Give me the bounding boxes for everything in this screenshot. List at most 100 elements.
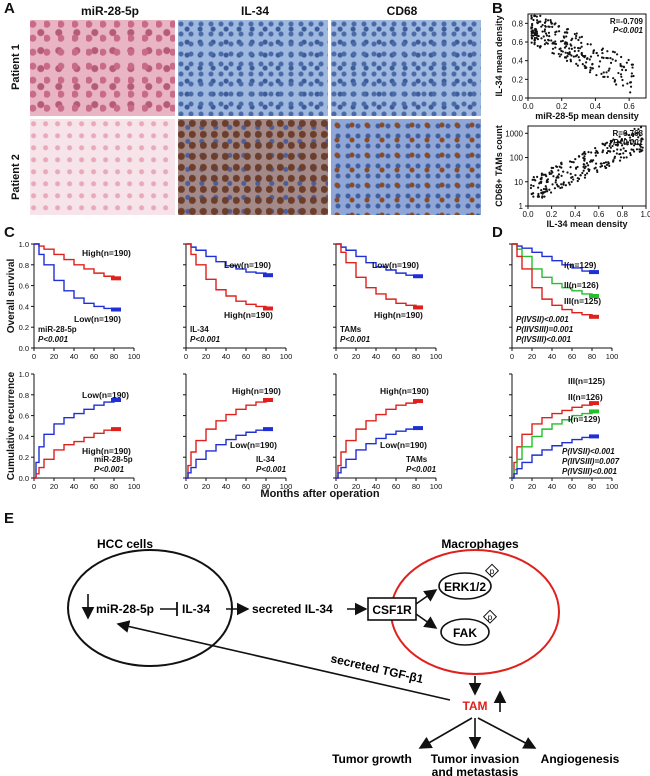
x-axis-label: Months after operation — [260, 488, 380, 500]
erk-label: ERK1/2 — [444, 580, 486, 594]
data-point — [578, 36, 581, 39]
x-tick-label: 0.4 — [570, 210, 582, 219]
data-point — [577, 155, 581, 158]
data-point — [589, 69, 592, 72]
x-tick-label: 0.0 — [522, 210, 534, 219]
y-tick-label: 10 — [514, 178, 523, 187]
data-point — [635, 132, 638, 135]
x-tick-label: 80 — [412, 482, 420, 491]
series-line — [512, 402, 597, 479]
data-point — [533, 36, 536, 40]
x-axis-label: IL-34 mean density — [546, 219, 627, 229]
correlation-label: R=0.768 — [613, 129, 644, 138]
y-tick-label: 0.4 — [512, 57, 524, 66]
data-point — [580, 51, 583, 55]
data-point — [594, 162, 598, 165]
data-point — [623, 142, 626, 145]
data-point — [603, 144, 606, 147]
data-point — [573, 49, 576, 53]
data-point — [630, 72, 634, 75]
y-tick-label: 0.6 — [19, 412, 29, 421]
data-point — [551, 47, 555, 50]
data-point — [532, 195, 535, 198]
data-point — [611, 144, 614, 148]
y-axis-label-recurrence: Cumulative recurrence — [6, 371, 17, 480]
x-tick-label: 60 — [90, 482, 98, 491]
data-point — [606, 146, 609, 150]
stat-label: P<0.001 — [190, 335, 221, 344]
series-label: I(n=129) — [568, 414, 601, 424]
data-point — [577, 49, 580, 52]
x-tick-label: 60 — [568, 482, 576, 491]
data-point — [540, 188, 543, 192]
data-point — [536, 19, 539, 22]
data-point — [548, 171, 551, 174]
series-label: High(n=190) — [232, 386, 281, 396]
data-point — [626, 141, 630, 144]
histology-image — [30, 119, 175, 215]
data-point — [589, 66, 592, 69]
data-point — [558, 55, 561, 58]
data-point — [560, 161, 563, 164]
x-tick-label: 0.6 — [593, 210, 605, 219]
series-label: III(n=125) — [564, 296, 601, 306]
series-label: II(n=126) — [564, 280, 599, 290]
data-point — [638, 144, 642, 147]
phospho-erk-label: p — [490, 567, 495, 576]
data-point — [580, 45, 583, 48]
data-point — [554, 40, 557, 43]
censor-mark — [111, 398, 121, 402]
data-point — [558, 30, 561, 33]
panel-label-a: A — [4, 0, 15, 17]
outcome-angiogenesis: Angiogenesis — [541, 752, 620, 766]
tgf-label: secreted TGF-β1 — [329, 651, 425, 686]
data-point — [543, 43, 546, 46]
series-line — [512, 435, 597, 479]
data-point — [584, 152, 587, 155]
censor-mark — [263, 306, 273, 311]
data-point — [544, 32, 548, 35]
data-point — [585, 162, 589, 165]
x-tick-label: 0 — [32, 482, 36, 491]
data-point — [629, 139, 632, 142]
outcome-tumor-growth: Tumor growth — [332, 752, 412, 766]
data-point — [612, 150, 615, 153]
data-point — [569, 166, 572, 169]
x-tick-label: 40 — [70, 482, 78, 491]
data-point — [570, 47, 573, 50]
data-point — [583, 167, 586, 170]
data-point — [578, 59, 581, 62]
arrow-to-angiogenesis — [477, 717, 537, 749]
series-label: Low(n=190) — [224, 260, 271, 270]
data-point — [602, 71, 605, 74]
data-point — [612, 138, 615, 141]
x-tick-label: 20 — [50, 482, 58, 491]
data-point — [561, 50, 564, 53]
data-point — [543, 30, 546, 33]
data-point — [627, 58, 630, 62]
data-point — [619, 141, 622, 144]
data-point — [612, 77, 615, 80]
data-point — [595, 169, 599, 172]
stat-label: P<0.001 — [256, 465, 287, 474]
x-tick-label: 0 — [184, 352, 188, 361]
data-point — [541, 30, 544, 33]
y-tick-label: 100 — [510, 154, 524, 163]
data-point — [581, 153, 584, 156]
arrow-to-fak — [415, 613, 438, 629]
data-point — [571, 175, 574, 179]
x-axis-label: miR-28-5p mean density — [535, 111, 639, 121]
data-point — [568, 53, 572, 56]
censor-mark — [413, 426, 423, 431]
data-point — [577, 46, 580, 50]
data-point — [564, 51, 567, 54]
data-point — [558, 48, 561, 51]
data-point — [572, 55, 575, 58]
data-point — [639, 126, 643, 129]
chart-canvas: 0.0 0.2 0.4 0.6 0.0 0.2 0.4 0.6 0.8 miR-28-5p mea… — [6, 13, 650, 491]
data-point — [573, 32, 576, 36]
column-title-cd68: CD68 — [386, 4, 418, 18]
stat-label: P(IVSIII)<0.001 — [516, 335, 571, 344]
data-point — [535, 15, 538, 18]
data-point — [621, 84, 625, 87]
